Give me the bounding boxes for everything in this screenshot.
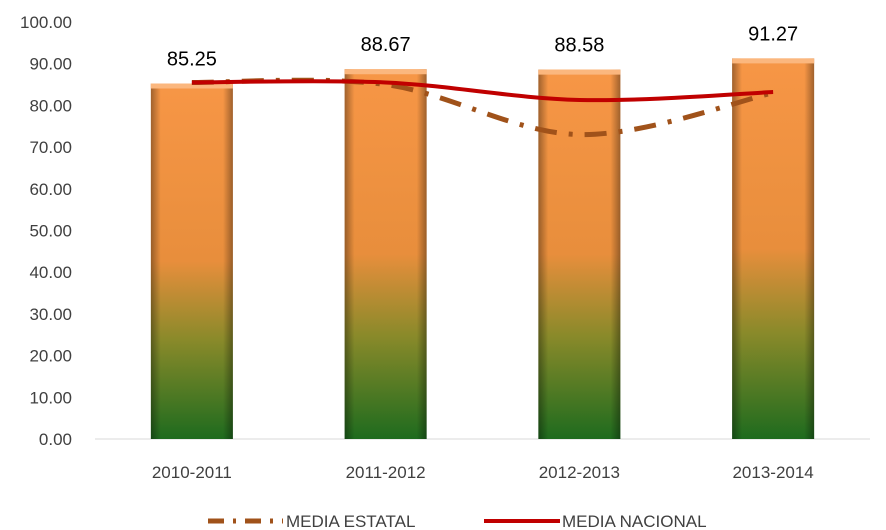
series-lines (191, 77, 774, 138)
x-tick-label: 2013-2014 (732, 463, 813, 482)
legend-label-media-estatal: MEDIA ESTATAL (286, 512, 415, 530)
y-tick-label: 30.00 (29, 305, 72, 324)
data-labels: 85.25 88.67 88.58 91.27 (167, 23, 798, 70)
legend-label-media-nacional: MEDIA NACIONAL (562, 512, 707, 530)
bar-top-bevel (150, 83, 233, 89)
y-tick-label: 40.00 (29, 263, 72, 282)
y-tick-label: 70.00 (29, 138, 72, 157)
y-tick-label: 80.00 (29, 96, 72, 115)
bar-top-bevel (538, 69, 621, 75)
x-tick-label: 2011-2012 (346, 463, 426, 482)
bar-shading (538, 69, 621, 439)
series-line-media-estatal (191, 77, 774, 138)
bar-data-label: 91.27 (748, 23, 798, 45)
y-tick-label: 100.00 (20, 13, 72, 32)
bar-top-bevel (344, 69, 427, 75)
legend: MEDIA ESTATAL MEDIA NACIONAL (208, 512, 707, 530)
x-tick-label: 2010-2011 (152, 463, 232, 482)
x-tick-label: 2012-2013 (539, 463, 620, 482)
bar-data-label: 88.58 (554, 35, 604, 57)
bar-top-bevel (732, 58, 815, 64)
bar-shading (344, 69, 427, 440)
bars (150, 58, 815, 440)
y-tick-label: 0.00 (39, 430, 72, 449)
y-tick-label: 10.00 (29, 388, 72, 407)
bar-shading (150, 83, 233, 439)
bar-data-label: 88.67 (361, 34, 411, 56)
bar-data-label: 85.25 (167, 49, 217, 71)
y-tick-label: 20.00 (29, 347, 72, 366)
y-tick-label: 60.00 (29, 180, 72, 199)
y-tick-label: 50.00 (29, 222, 72, 241)
y-axis: 0.00 10.00 20.00 30.00 40.00 50.00 60.00 70.00 8… (20, 13, 72, 449)
bar-shading (732, 58, 815, 439)
x-axis: 2010-2011 2011-2012 2012-2013 2013-2014 (152, 463, 814, 482)
y-tick-label: 90.00 (29, 55, 72, 74)
series-line-media-nacional (191, 79, 774, 103)
